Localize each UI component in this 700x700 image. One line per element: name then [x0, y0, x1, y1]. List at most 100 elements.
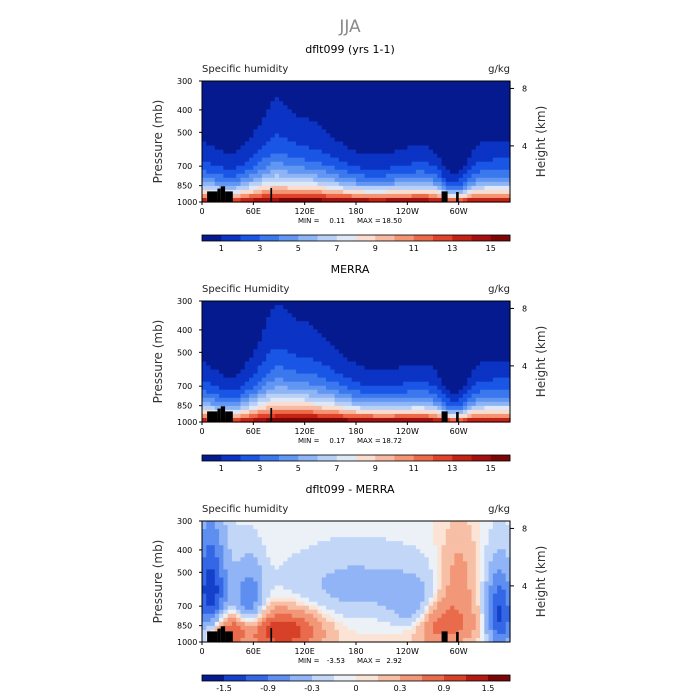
field-cell	[471, 377, 477, 383]
field-cell	[338, 141, 344, 147]
field-cell	[261, 321, 267, 326]
field-cell	[501, 101, 507, 106]
field-cell	[300, 305, 306, 310]
field-cell	[458, 177, 464, 183]
field-cell	[390, 337, 396, 342]
field-cell	[475, 165, 481, 171]
field-cell	[428, 357, 434, 363]
field-cell	[351, 353, 357, 359]
field-cell	[304, 85, 310, 90]
field-cell	[236, 109, 242, 114]
field-cell	[398, 349, 404, 355]
field-cell	[249, 333, 254, 338]
field-cell	[364, 153, 370, 159]
field-cell	[287, 169, 293, 175]
field-cell	[244, 621, 250, 627]
colorbar-swatch	[279, 455, 299, 461]
field-cell	[428, 401, 434, 407]
field-cell	[356, 333, 361, 338]
field-cell	[351, 325, 357, 330]
field-cell	[223, 401, 229, 407]
field-cell	[317, 401, 323, 407]
field-cell	[202, 409, 207, 415]
field-cell	[326, 117, 331, 122]
field-cell	[433, 133, 438, 139]
field-cell	[356, 345, 361, 350]
field-cell	[501, 365, 507, 371]
field-cell	[257, 593, 263, 599]
colorbar-label: 11	[409, 244, 419, 253]
field-cell	[497, 105, 503, 110]
field-cell	[445, 357, 451, 363]
field-cell	[343, 105, 349, 110]
field-cell	[214, 361, 220, 367]
field-cell	[445, 161, 451, 167]
field-cell	[407, 377, 413, 383]
field-cell	[428, 97, 434, 102]
field-cell	[403, 413, 408, 419]
field-cell	[492, 117, 498, 122]
field-cell	[347, 137, 353, 143]
field-cell	[317, 301, 323, 306]
field-cell	[488, 413, 494, 419]
field-cell	[441, 341, 447, 346]
field-cell	[249, 593, 254, 599]
field-cell	[304, 125, 310, 130]
field-cell	[261, 521, 267, 526]
field-cell	[360, 377, 366, 383]
field-cell	[330, 317, 336, 322]
terrain-block	[217, 408, 221, 422]
field-cell	[501, 357, 507, 363]
field-cell	[249, 189, 254, 195]
field-cell	[480, 181, 485, 187]
field-cell	[373, 197, 378, 203]
field-cell	[219, 149, 224, 155]
field-cell	[206, 325, 212, 330]
field-cell	[454, 389, 460, 395]
field-cell	[480, 125, 485, 130]
field-cell	[484, 313, 490, 318]
field-cell	[368, 409, 374, 415]
field-cell	[385, 365, 391, 371]
field-cell	[377, 161, 383, 167]
field-cell	[501, 105, 507, 110]
field-cell	[227, 149, 233, 155]
field-cell	[313, 321, 319, 326]
field-cell	[467, 149, 473, 155]
field-cell	[279, 325, 284, 330]
field-cell	[407, 105, 413, 110]
field-cell	[266, 529, 272, 534]
field-cell	[415, 337, 421, 342]
field-cell	[231, 597, 237, 603]
field-cell	[407, 337, 413, 342]
field-cell	[313, 149, 319, 155]
field-cell	[462, 101, 468, 106]
field-cell	[219, 537, 224, 542]
field-cell	[433, 341, 438, 346]
field-cell	[287, 85, 293, 90]
field-cell	[317, 321, 323, 326]
field-cell	[385, 321, 391, 326]
field-cell	[308, 357, 314, 363]
field-cell	[321, 353, 327, 359]
field-cell	[202, 561, 207, 566]
field-cell	[313, 193, 319, 199]
field-cell	[505, 401, 511, 407]
field-cell	[433, 389, 438, 395]
field-cell	[377, 181, 383, 187]
field-cell	[266, 153, 272, 159]
field-cell	[296, 313, 301, 318]
field-cell	[244, 149, 250, 155]
field-cell	[253, 161, 259, 167]
field-cell	[206, 333, 212, 338]
field-cell	[296, 365, 301, 371]
field-cell	[368, 305, 374, 310]
field-cell	[231, 557, 237, 562]
field-cell	[501, 181, 507, 187]
field-cell	[236, 129, 242, 135]
field-cell	[368, 181, 374, 187]
field-cell	[394, 349, 400, 355]
field-cell	[471, 349, 477, 355]
field-cell	[202, 397, 207, 403]
field-cell	[462, 309, 468, 314]
